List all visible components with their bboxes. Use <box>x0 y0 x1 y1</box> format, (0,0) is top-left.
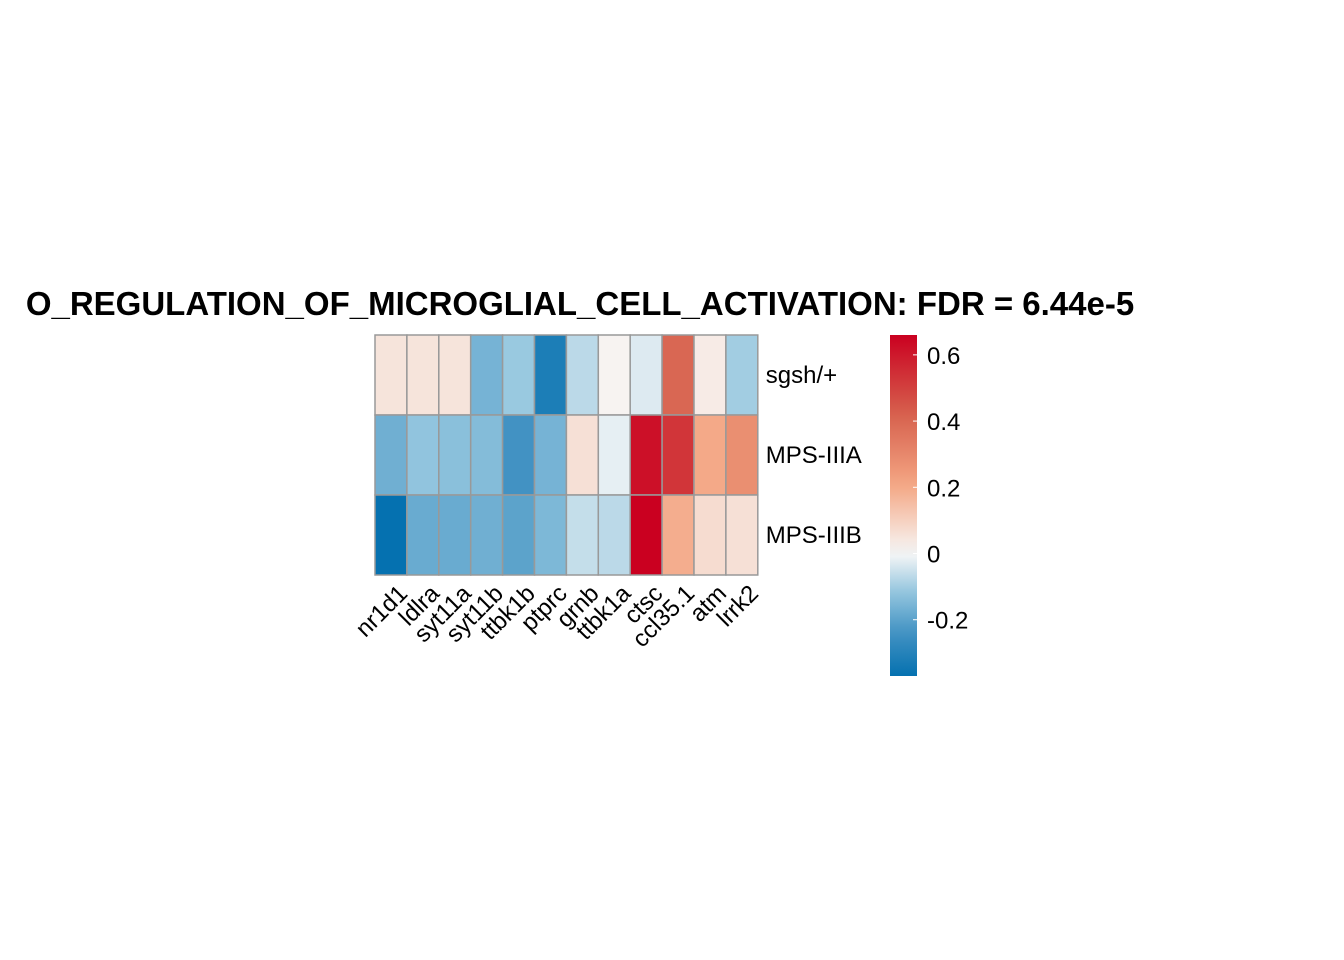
column-labels: nr1d1ldlrasyt11asyt11bttbk1bptprcgrnbttb… <box>351 580 764 653</box>
row-label: MPS-IIIB <box>766 522 862 549</box>
row-label: MPS-IIIA <box>766 442 862 469</box>
row-labels: sgsh/+ MPS-IIIA MPS-IIIB <box>766 362 862 549</box>
heatmap-cell <box>438 414 472 496</box>
heatmap-cell <box>597 414 631 496</box>
heatmap-cell <box>725 334 759 416</box>
heatmap-cell <box>438 334 472 416</box>
heatmap-cell <box>501 494 536 576</box>
heatmap-cell <box>438 494 472 576</box>
heatmap-cell <box>661 414 695 496</box>
colorbar-gradient <box>890 335 917 676</box>
heatmap-cell <box>661 334 695 416</box>
heatmap-cell <box>725 494 759 576</box>
heatmap-cell <box>533 334 568 416</box>
heatmap-cell <box>565 494 600 576</box>
heatmap-cell <box>501 334 536 416</box>
heatmap-cell <box>469 334 504 416</box>
heatmap-cell <box>501 414 536 496</box>
colorbar-tick-label: -0.2 <box>927 608 968 635</box>
heatmap-cell <box>725 414 759 496</box>
heatmap-cell <box>693 494 727 576</box>
heatmap-cell <box>565 334 600 416</box>
colorbar-tick-label: 0 <box>927 542 940 569</box>
colorbar-tick-label: 0.4 <box>927 409 960 436</box>
heatmap-cells <box>374 334 759 576</box>
heatmap-cell <box>406 414 440 496</box>
heatmap-cell <box>629 494 663 576</box>
heatmap-cell <box>374 494 408 576</box>
heatmap-cell <box>533 414 568 496</box>
heatmap-cell <box>533 494 568 576</box>
heatmap-cell <box>469 494 504 576</box>
heatmap-cell <box>661 494 695 576</box>
chart-title: O_REGULATION_OF_MICROGLIAL_CELL_ACTIVATI… <box>26 285 1134 322</box>
colorbar-tick-label: 0.2 <box>927 475 960 502</box>
heatmap-cell <box>374 414 408 496</box>
heatmap-cell <box>597 494 631 576</box>
colorbar-legend: 0.6 0.4 0.2 0 -0.2 <box>890 335 968 676</box>
colorbar-tick-label: 0.6 <box>927 343 960 370</box>
heatmap-cell <box>406 494 440 576</box>
heatmap-cell <box>374 334 408 416</box>
row-label: sgsh/+ <box>766 362 837 389</box>
heatmap-cell <box>693 334 727 416</box>
heatmap-cell <box>693 414 727 496</box>
heatmap-cell <box>565 414 600 496</box>
heatmap-cell <box>629 334 663 416</box>
heatmap-cell <box>597 334 631 416</box>
heatmap-cell <box>469 414 504 496</box>
heatmap-cell <box>629 414 663 496</box>
heatmap-cell <box>406 334 440 416</box>
